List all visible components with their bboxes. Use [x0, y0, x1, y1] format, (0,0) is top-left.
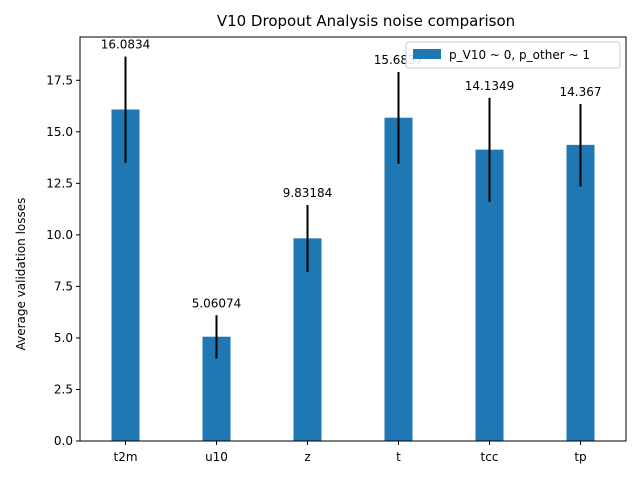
y-tick-label: 5.0 [54, 331, 73, 345]
y-tick-label: 17.5 [46, 73, 73, 87]
x-tick-label: z [304, 450, 310, 464]
value-label: 9.83184 [283, 186, 333, 200]
bar [111, 109, 140, 442]
x-axis: t2m u10 z t tcc tp [113, 441, 587, 464]
bar [566, 144, 595, 441]
y-axis-label: Average validation losses [14, 198, 28, 351]
y-tick-label: 0.0 [54, 434, 73, 448]
value-label: 16.0834 [101, 38, 151, 52]
bar [293, 238, 322, 441]
x-tick-label: tp [574, 450, 586, 464]
legend-label: p_V10 ~ 0, p_other ~ 1 [449, 48, 590, 62]
y-tick-label: 12.5 [46, 176, 73, 190]
legend-swatch [413, 49, 441, 59]
y-axis: 0.0 2.5 5.0 7.5 10.0 12.5 15.0 17.5 [46, 73, 80, 448]
value-label: 14.1349 [465, 79, 515, 93]
value-label: 14.367 [560, 85, 602, 99]
x-tick-label: t [396, 450, 401, 464]
chart-title: V10 Dropout Analysis noise comparison [217, 12, 515, 30]
y-tick-label: 10.0 [46, 228, 73, 242]
plot-frame [79, 36, 627, 442]
x-tick-label: tcc [481, 450, 499, 464]
bar [384, 117, 413, 442]
y-tick-label: 15.0 [46, 125, 73, 139]
legend: p_V10 ~ 0, p_other ~ 1 [405, 41, 621, 69]
error-bars-group [124, 56, 582, 359]
x-tick-label: t2m [113, 450, 137, 464]
legend-box [405, 41, 621, 69]
y-tick-label: 2.5 [54, 382, 73, 396]
bars-group [111, 109, 595, 442]
y-tick-label: 7.5 [54, 279, 73, 293]
x-tick-label: u10 [205, 450, 228, 464]
value-label: 5.06074 [192, 296, 242, 310]
